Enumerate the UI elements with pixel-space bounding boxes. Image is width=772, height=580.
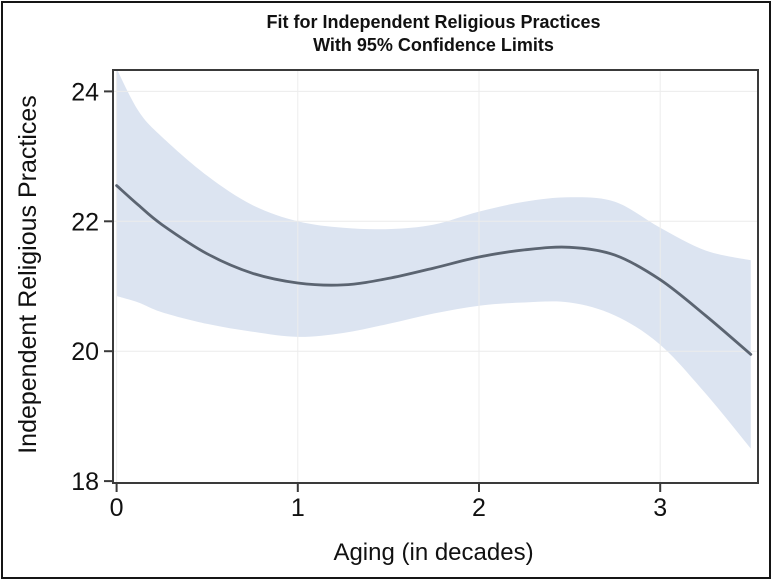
fit-line xyxy=(115,184,753,356)
y-tick-label-22: 22 xyxy=(71,208,99,236)
chart-title-line1: Fit for Independent Religious Practices xyxy=(266,12,601,32)
x-tick-label-2: 2 xyxy=(472,494,486,522)
chart-title-line2: With 95% Confidence Limits xyxy=(313,35,554,55)
x-tick-label-0: 0 xyxy=(110,494,124,522)
plot-frame xyxy=(112,69,759,484)
plot-area: 0 1 2 3 18 20 22 24 xyxy=(71,69,759,522)
y-tick-label-24: 24 xyxy=(71,78,99,106)
y-tick-label-18: 18 xyxy=(71,468,99,496)
chart-title: Fit for Independent Religious Practices … xyxy=(111,11,756,57)
x-tick-label-3: 3 xyxy=(653,494,667,522)
confidence-band xyxy=(116,70,751,449)
x-tick-label-1: 1 xyxy=(291,494,305,522)
x-axis-title: Aging (in decades) xyxy=(333,539,534,566)
y-tick-label-20: 20 xyxy=(71,338,99,366)
